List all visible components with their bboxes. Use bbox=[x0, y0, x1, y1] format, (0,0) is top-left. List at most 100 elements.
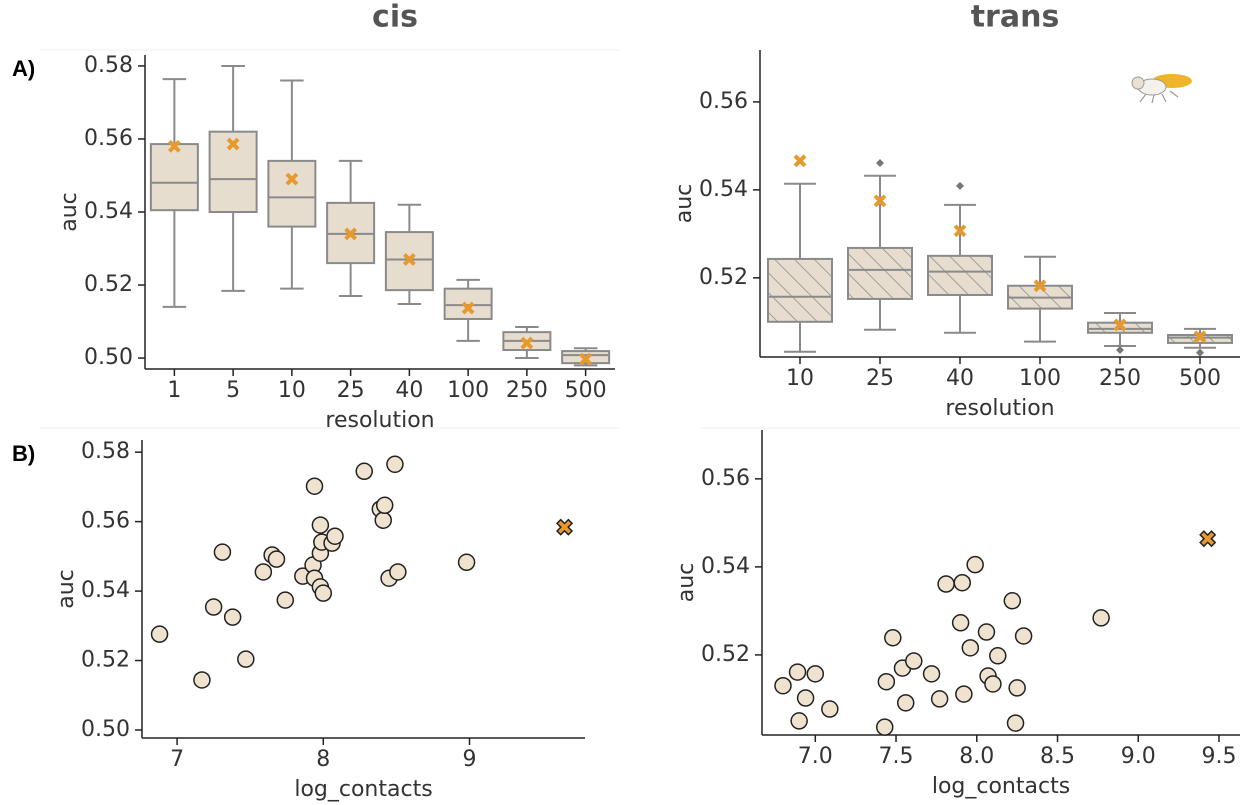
point bbox=[955, 685, 973, 703]
box bbox=[443, 287, 493, 320]
flier bbox=[956, 181, 964, 190]
x-tick-label: 10 bbox=[278, 378, 306, 403]
y-axis-label: auc bbox=[672, 184, 697, 224]
point bbox=[1006, 714, 1025, 732]
point bbox=[884, 628, 902, 647]
y-tick-label: 0.56 bbox=[81, 509, 130, 534]
x-axis-label: log_contacts bbox=[294, 777, 432, 802]
x-tick-label: 7 bbox=[170, 747, 184, 772]
y-tick-label: 0.50 bbox=[84, 345, 133, 370]
fly-icon bbox=[1131, 74, 1192, 104]
y-axis-label: auc bbox=[674, 563, 699, 603]
x-tick-label: 250 bbox=[506, 378, 548, 403]
x-tick-label: 9.5 bbox=[1202, 744, 1237, 769]
mean-marker bbox=[1113, 318, 1127, 332]
point bbox=[389, 563, 407, 581]
mean-marker bbox=[873, 194, 887, 208]
y-tick-label: 0.52 bbox=[81, 648, 130, 673]
point bbox=[326, 527, 344, 545]
point bbox=[276, 591, 295, 609]
point bbox=[386, 455, 404, 474]
x-tick-label: 8 bbox=[316, 747, 330, 772]
x-tick-label: 25 bbox=[866, 366, 894, 391]
y-tick-label: 0.54 bbox=[701, 554, 750, 579]
y-tick-label: 0.54 bbox=[81, 578, 130, 603]
point bbox=[314, 584, 333, 602]
x-tick-label: 7.0 bbox=[798, 744, 833, 769]
y-tick-label: 0.52 bbox=[84, 272, 133, 297]
point bbox=[1014, 627, 1033, 645]
point bbox=[875, 718, 894, 736]
x-tick-label: 500 bbox=[565, 378, 607, 403]
x-tick-label: 100 bbox=[447, 378, 489, 403]
x-tick-label: 25 bbox=[337, 378, 365, 403]
y-tick-label: 0.58 bbox=[81, 439, 130, 464]
y-tick-label: 0.56 bbox=[699, 89, 748, 114]
box bbox=[267, 159, 317, 228]
point bbox=[796, 689, 815, 707]
x-tick-label: 40 bbox=[395, 378, 423, 403]
x-tick-label: 40 bbox=[946, 366, 974, 391]
point bbox=[905, 652, 923, 670]
x-tick-label: 8.5 bbox=[1040, 744, 1075, 769]
point bbox=[305, 477, 324, 495]
point bbox=[877, 672, 896, 691]
point bbox=[237, 650, 255, 668]
point bbox=[1003, 592, 1022, 610]
point bbox=[1092, 609, 1110, 627]
flier bbox=[1116, 345, 1124, 354]
y-tick-label: 0.56 bbox=[84, 126, 133, 151]
point bbox=[896, 694, 915, 712]
x-tick-label: 9 bbox=[462, 747, 476, 772]
flier bbox=[1196, 348, 1204, 357]
point bbox=[790, 712, 808, 730]
point bbox=[457, 553, 476, 572]
point bbox=[150, 625, 169, 643]
point bbox=[204, 598, 223, 616]
x-tick-label: 500 bbox=[1179, 366, 1221, 391]
point bbox=[989, 647, 1007, 665]
point bbox=[355, 462, 373, 481]
point bbox=[213, 543, 232, 561]
x-tick-label: 1 bbox=[167, 378, 181, 403]
panel-label: A) bbox=[12, 56, 35, 81]
x-tick-label: 10 bbox=[786, 366, 814, 391]
y-tick-label: 0.54 bbox=[699, 177, 748, 202]
panel-title: trans bbox=[971, 0, 1060, 35]
box bbox=[927, 254, 993, 296]
mean-marker bbox=[1193, 330, 1207, 344]
point bbox=[821, 700, 839, 718]
y-axis-label: auc bbox=[54, 569, 79, 609]
mean-marker bbox=[402, 253, 416, 266]
point bbox=[984, 675, 1002, 693]
mean-marker bbox=[461, 301, 475, 315]
y-axis-label: auc bbox=[57, 192, 82, 232]
point bbox=[193, 671, 211, 689]
x-tick-label: 8.0 bbox=[959, 744, 994, 769]
point bbox=[788, 663, 807, 681]
point bbox=[937, 575, 955, 593]
point bbox=[375, 496, 394, 515]
point bbox=[267, 550, 286, 568]
point bbox=[951, 614, 970, 632]
y-tick-label: 0.56 bbox=[701, 466, 750, 491]
highlight-point bbox=[555, 518, 574, 536]
point bbox=[977, 623, 996, 641]
x-axis-label: resolution bbox=[325, 408, 434, 433]
y-tick-label: 0.50 bbox=[81, 717, 130, 742]
mean-marker bbox=[953, 224, 967, 238]
point bbox=[254, 563, 273, 581]
mean-marker bbox=[520, 336, 534, 350]
box bbox=[847, 246, 913, 300]
point bbox=[930, 690, 949, 708]
box bbox=[767, 257, 833, 323]
x-tick-label: 5 bbox=[226, 378, 240, 403]
mean-marker bbox=[344, 227, 358, 241]
point bbox=[311, 516, 330, 534]
mean-marker bbox=[226, 137, 240, 151]
mean-marker bbox=[285, 172, 299, 186]
y-tick-label: 0.58 bbox=[84, 53, 133, 78]
x-tick-label: 100 bbox=[1019, 366, 1061, 391]
panel-label: B) bbox=[12, 441, 35, 466]
